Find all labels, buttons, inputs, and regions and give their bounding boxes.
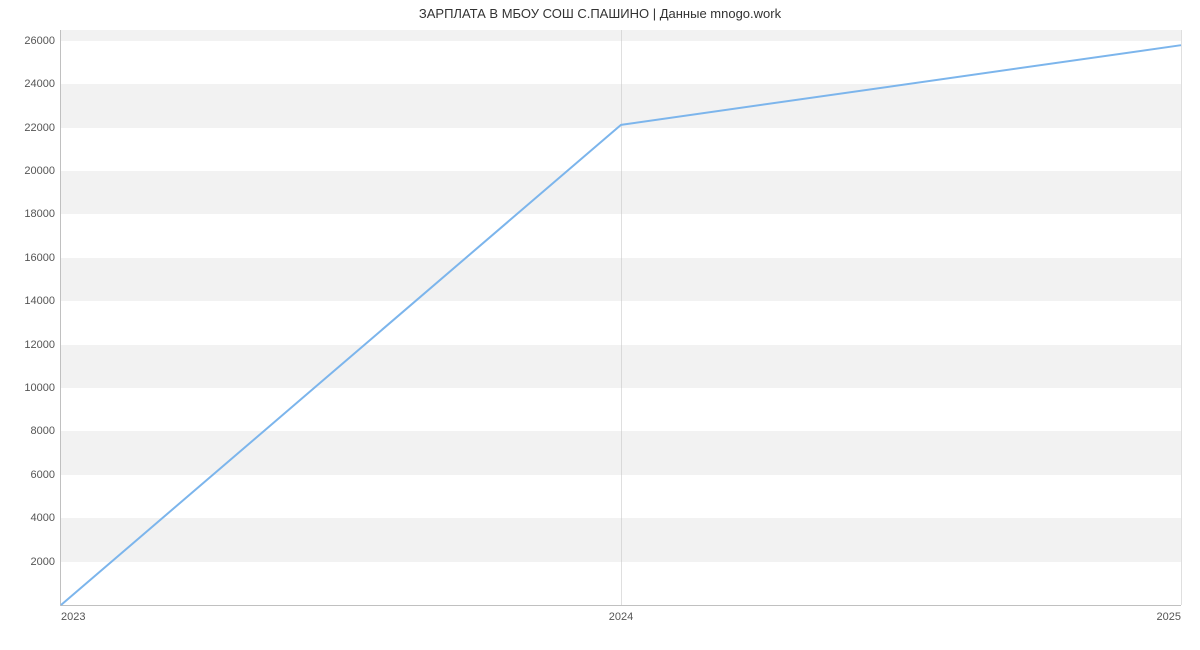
y-tick-label: 14000: [24, 295, 55, 307]
x-tick-label: 2024: [609, 611, 633, 623]
y-tick-label: 24000: [24, 78, 55, 90]
chart-title: ЗАРПЛАТА В МБОУ СОШ С.ПАШИНО | Данные mn…: [0, 6, 1200, 21]
plot-area: 2000400060008000100001200014000160001800…: [60, 30, 1181, 606]
y-tick-label: 10000: [24, 382, 55, 394]
salary-line-chart: ЗАРПЛАТА В МБОУ СОШ С.ПАШИНО | Данные mn…: [0, 0, 1200, 650]
y-tick-label: 26000: [24, 35, 55, 47]
x-tick-label: 2023: [61, 611, 85, 623]
y-tick-label: 20000: [24, 165, 55, 177]
y-tick-label: 4000: [31, 512, 55, 524]
y-tick-label: 2000: [31, 556, 55, 568]
x-grid-line: [1181, 30, 1182, 605]
y-tick-label: 16000: [24, 252, 55, 264]
y-tick-label: 6000: [31, 469, 55, 481]
y-tick-label: 22000: [24, 122, 55, 134]
line-series: [61, 30, 1181, 605]
x-tick-label: 2025: [1157, 611, 1181, 623]
y-tick-label: 12000: [24, 339, 55, 351]
y-tick-label: 8000: [31, 425, 55, 437]
y-tick-label: 18000: [24, 208, 55, 220]
